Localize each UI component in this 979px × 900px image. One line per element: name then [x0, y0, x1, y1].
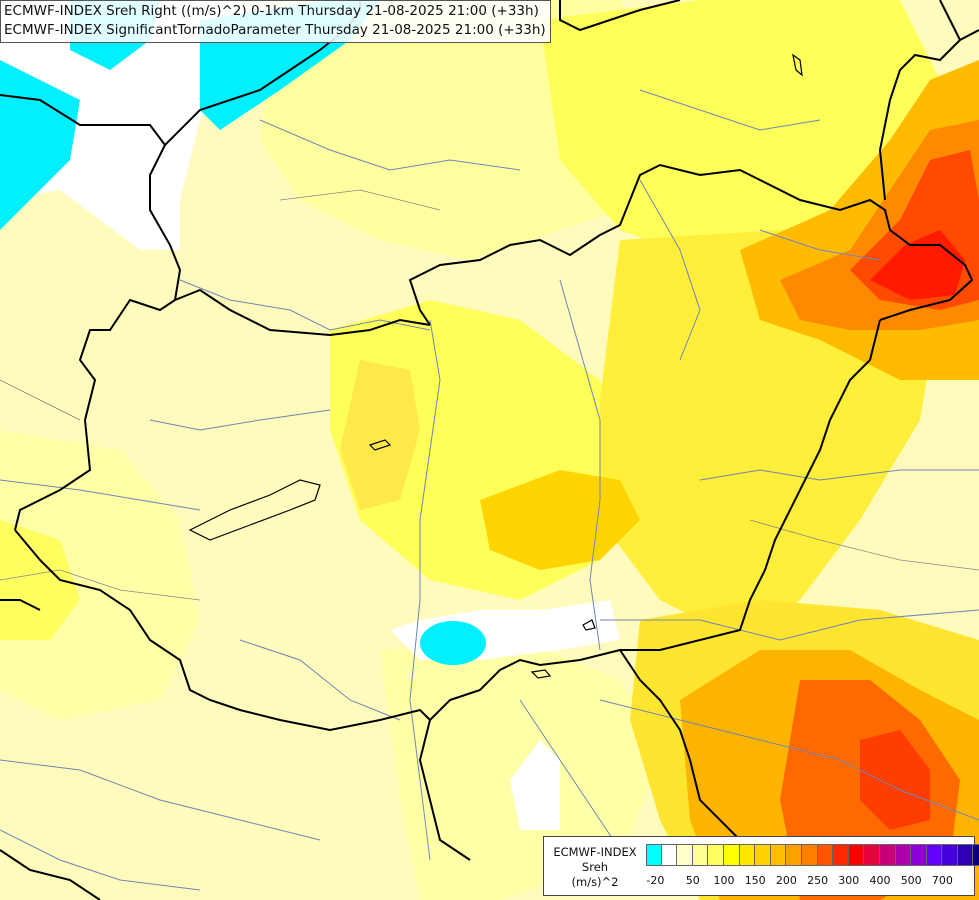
- sreh-zone-white-south: [510, 740, 560, 830]
- legend-swatch: [692, 844, 709, 866]
- legend-swatch: [677, 844, 693, 866]
- sreh-zone-light-west: [0, 430, 200, 720]
- legend-swatch: [661, 844, 678, 866]
- map-title-line-1: ECMWF-INDEX Sreh Right ((m/s)^2) 0-1km T…: [4, 3, 539, 19]
- legend-swatch: [817, 844, 834, 866]
- legend-tick-label: 250: [807, 874, 829, 887]
- legend-tick-label: 100: [713, 874, 735, 887]
- legend-swatch: [833, 844, 849, 866]
- sreh-zone-red-core-northeast: [870, 230, 965, 300]
- legend-swatch: [723, 844, 740, 866]
- rivers: [0, 89, 979, 891]
- legend-swatch: [739, 844, 756, 866]
- sreh-zone-cyan-northwest: [0, 60, 80, 230]
- legend-swatch: [755, 844, 771, 866]
- legend-swatch: [879, 844, 896, 866]
- sreh-zone-yellow-northeast: [540, 0, 940, 260]
- legend-swatch: [646, 844, 662, 866]
- legend-title-line-3: (m/s)^2: [571, 875, 619, 889]
- legend-swatches: [646, 844, 979, 866]
- lakes: [188, 53, 803, 679]
- legend-swatch: [957, 844, 974, 866]
- legend-swatch: [911, 844, 927, 866]
- legend-title-line-2: Sreh: [581, 860, 609, 874]
- legend-tick-label: 50: [685, 874, 700, 887]
- legend-swatch: [848, 844, 865, 866]
- legend-tick-label: 500: [900, 874, 922, 887]
- legend-swatch: [942, 844, 958, 866]
- sreh-zone-cyan-central: [420, 621, 486, 665]
- legend-swatch: [926, 844, 943, 866]
- legend-swatch: [801, 844, 818, 866]
- legend-tick-label: -20: [646, 874, 665, 887]
- legend-swatch: [864, 844, 880, 866]
- legend-swatch: [708, 844, 724, 866]
- legend-title: ECMWF-INDEX Sreh (m/s)^2: [547, 845, 643, 890]
- legend-title-line-1: ECMWF-INDEX: [553, 845, 637, 859]
- legend-tick-label: 200: [775, 874, 797, 887]
- map-title-line-2: ECMWF-INDEX SignificantTornadoParameter …: [4, 22, 546, 38]
- legend-tick-label: 300: [838, 874, 860, 887]
- legend-swatch: [895, 844, 912, 866]
- legend-tick-label: 700: [931, 874, 953, 887]
- sreh-zone-yellow-center-west: [340, 360, 420, 510]
- map-title-box: ECMWF-INDEX Sreh Right ((m/s)^2) 0-1km T…: [0, 0, 551, 43]
- legend-swatch: [973, 844, 979, 866]
- legend-ticks: -20 50 100 150 200 250 300 400 500 700: [646, 874, 974, 890]
- region-borders: [0, 189, 979, 601]
- legend-tick-label: 150: [744, 874, 766, 887]
- color-legend: ECMWF-INDEX Sreh (m/s)^2 -20 50 100 150 200 2…: [543, 836, 979, 896]
- legend-tick-label: 400: [869, 874, 891, 887]
- legend-swatch: [770, 844, 787, 866]
- sreh-zone-red-core-southeast: [860, 730, 930, 830]
- legend-swatch: [786, 844, 802, 866]
- sreh-zone-yellow-southwest: [0, 520, 80, 640]
